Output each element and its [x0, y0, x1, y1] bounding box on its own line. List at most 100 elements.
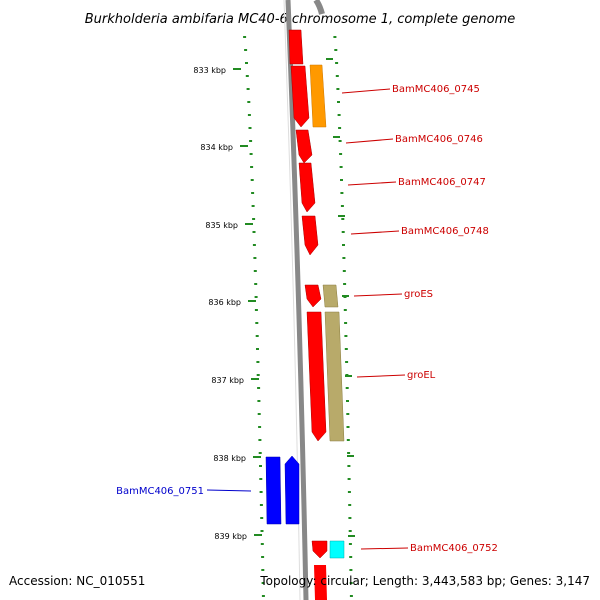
ring-dot	[348, 517, 352, 519]
leader-line	[347, 181, 397, 186]
ring-dot	[250, 179, 254, 181]
ring-dot	[258, 426, 262, 428]
ring-dot	[254, 283, 258, 285]
gene-arrow-bottom[interactable]	[314, 565, 327, 600]
gene-arrow-0747[interactable]	[298, 162, 316, 213]
ring-dot	[340, 179, 343, 181]
ring-dot	[252, 244, 256, 246]
gene-arrow-0751b[interactable]	[284, 455, 300, 525]
ring-dot	[347, 452, 351, 454]
ring-dot	[336, 88, 340, 90]
ring-dot	[255, 335, 259, 337]
ring-dot	[252, 231, 256, 233]
gene-label-0746[interactable]: BamMC406_0746	[395, 134, 483, 145]
gene-label-0745[interactable]: BamMC406_0745	[392, 84, 480, 95]
feature-orange[interactable]	[309, 64, 327, 128]
ring-dot	[249, 140, 253, 142]
ring-dot	[339, 166, 343, 168]
leader-line	[360, 547, 409, 550]
kbp-label-839: 839 kbp	[214, 532, 247, 541]
gene-label-0752[interactable]: BamMC406_0752	[410, 543, 498, 554]
ring-dot	[256, 348, 259, 350]
ring-dot	[342, 257, 346, 259]
ring-dot	[335, 62, 339, 64]
gene-arrow-groes[interactable]	[304, 284, 322, 308]
gene-label-0751[interactable]: BamMC406_0751	[116, 486, 204, 497]
ring-dot	[342, 270, 346, 272]
genome-backbone	[285, 0, 309, 600]
ring-dot	[333, 36, 337, 38]
ring-dot	[341, 231, 345, 233]
ring-dot	[346, 413, 350, 415]
ring-dot	[261, 569, 265, 571]
ring-dot	[340, 205, 344, 207]
outer-ring-ticks	[326, 58, 355, 537]
ring-dot	[349, 595, 353, 597]
ring-dot	[260, 517, 264, 519]
dotted-rings	[243, 36, 353, 597]
accession-text: Accession: NC_010551	[9, 574, 145, 588]
gene-arrow-0748[interactable]	[301, 215, 319, 256]
leader-line	[341, 88, 391, 94]
ring-dot	[260, 543, 264, 545]
ring-dot	[348, 504, 352, 506]
kbp-label-835: 835 kbp	[205, 221, 238, 230]
ring-dot	[255, 322, 259, 324]
ring-dot	[245, 75, 249, 77]
ring-dot	[348, 543, 352, 545]
ring-dot	[339, 153, 343, 155]
ring-dot	[254, 309, 258, 311]
ring-dot	[258, 439, 262, 441]
gene-arrow-groel[interactable]	[306, 311, 327, 442]
feature-groes-olive[interactable]	[322, 284, 339, 308]
map-title: Burkholderia ambifaria MC40-6 chromosome…	[85, 12, 515, 27]
ring-dot	[349, 582, 353, 584]
ring-dot	[261, 582, 265, 584]
ring-dot	[249, 153, 253, 155]
ring-dot	[349, 556, 353, 558]
gene-label-groel[interactable]: groEL	[407, 370, 436, 381]
ring-dot	[345, 361, 349, 363]
ring-dot	[257, 400, 261, 402]
ring-dot	[258, 452, 262, 454]
ring-dot	[247, 101, 251, 103]
feature-cyan[interactable]	[329, 540, 345, 559]
ring-dot	[248, 127, 252, 129]
ring-dot	[257, 413, 261, 415]
gene-arrow-0746[interactable]	[295, 129, 313, 164]
kbp-axis: 833 kbp 834 kbp 835 kbp 836 kbp 837 kbp …	[193, 66, 262, 541]
ring-dot	[250, 166, 254, 168]
kbp-label-834: 834 kbp	[200, 143, 233, 152]
ring-dot	[343, 283, 347, 285]
ring-dot	[346, 426, 350, 428]
gene-arrow-top[interactable]	[288, 29, 304, 65]
ring-dot	[347, 478, 351, 480]
ring-dot	[257, 387, 261, 389]
kbp-label-833: 833 kbp	[193, 66, 226, 75]
ring-dot	[244, 49, 248, 51]
ring-dot	[349, 569, 353, 571]
ring-dot	[334, 49, 338, 51]
gene-label-groes[interactable]: groES	[404, 289, 433, 300]
gene-label-0747[interactable]: BamMC406_0747	[398, 177, 486, 188]
gene-labels: BamMC406_0745 BamMC406_0746 BamMC406_074…	[116, 84, 498, 554]
gene-arrow-0751a[interactable]	[265, 456, 282, 525]
ring-dot	[335, 75, 339, 77]
gene-label-0748[interactable]: BamMC406_0748	[401, 226, 489, 237]
ring-dot	[256, 374, 260, 376]
ring-dot	[259, 504, 263, 506]
kbp-label-836: 836 kbp	[208, 298, 241, 307]
ring-dot	[247, 114, 251, 116]
ring-dot	[259, 465, 262, 467]
leader-line	[350, 230, 400, 235]
ring-dot	[260, 530, 264, 532]
ring-dot	[342, 244, 345, 246]
ring-dot	[254, 296, 258, 298]
ring-dot	[346, 400, 349, 402]
backbone-top-fragment	[313, 0, 325, 15]
kbp-label-837: 837 kbp	[211, 376, 244, 385]
feature-groel-olive[interactable]	[324, 311, 345, 442]
gene-arrow-0752[interactable]	[311, 540, 328, 559]
gene-arrow-0745[interactable]	[290, 65, 310, 128]
